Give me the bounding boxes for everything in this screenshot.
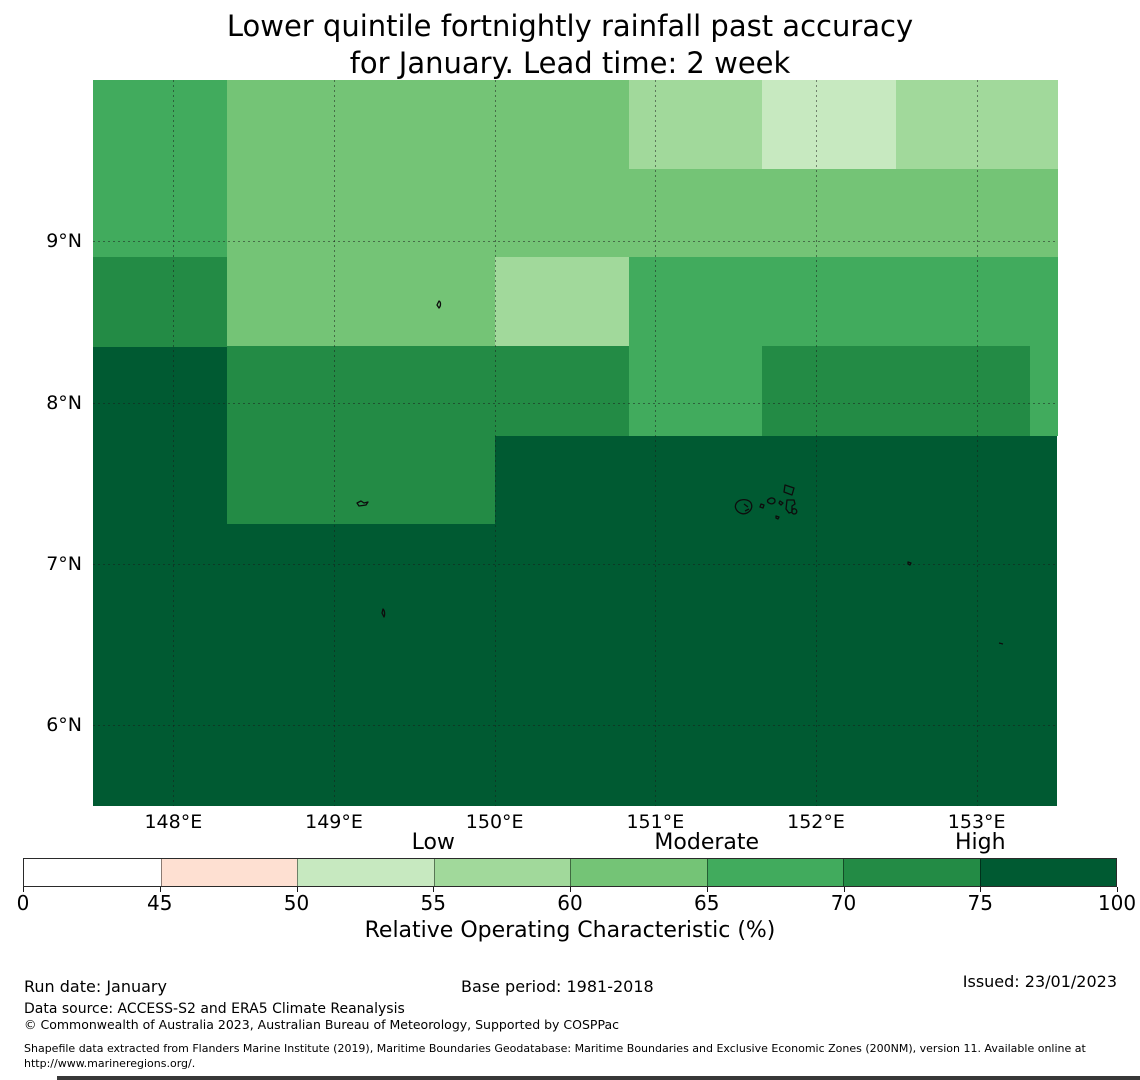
island-outlines <box>356 300 1004 645</box>
colorbar-segment-edge <box>433 859 435 886</box>
colorbar-tick-label: 55 <box>420 891 446 915</box>
y-tick-label: 9°N <box>46 230 82 253</box>
gridline <box>334 80 335 806</box>
colorbar-tick <box>980 887 982 892</box>
map-region <box>628 168 1058 259</box>
run-date-text: Run date: January <box>24 977 167 996</box>
copyright-text: © Commonwealth of Australia 2023, Austra… <box>24 1017 619 1032</box>
colorbar-segment-edge <box>706 859 708 886</box>
colorbar-tick <box>159 887 161 892</box>
x-tick-label: 149°E <box>305 811 363 833</box>
colorbar-segment <box>160 859 297 886</box>
data-source-text: Data source: ACCESS-S2 and ERA5 Climate … <box>24 1001 405 1017</box>
colorbar-tick-label: 50 <box>283 891 310 915</box>
chart-title-line1: Lower quintile fortnightly rainfall past… <box>226 9 914 43</box>
colorbar-segment <box>843 859 980 886</box>
y-tick-label: 7°N <box>46 553 82 575</box>
colorbar-segment <box>433 859 570 886</box>
colorbar-tick <box>296 887 298 892</box>
gridline <box>93 241 1057 243</box>
y-tick-label: 8°N <box>46 391 82 414</box>
colorbar-tick <box>843 887 845 892</box>
colorbar-category-label: High <box>954 830 1006 855</box>
colorbar <box>23 858 1117 887</box>
colorbar-category-label: Low <box>411 830 455 855</box>
colorbar-segment-edge <box>570 859 571 886</box>
colorbar-tick <box>23 887 24 892</box>
gridline <box>816 80 817 806</box>
gridline <box>93 402 1057 404</box>
map-region <box>628 257 1058 347</box>
y-tick-label: 6°N <box>46 714 82 737</box>
map-region <box>762 80 897 170</box>
map-plot <box>93 80 1058 806</box>
colorbar-segment <box>297 859 434 886</box>
colorbar-tick <box>1117 887 1118 892</box>
map-region <box>226 80 496 347</box>
map-region <box>494 257 630 347</box>
gridline <box>655 80 657 806</box>
colorbar-segment-edge <box>160 859 162 886</box>
x-tick-label: 151°E <box>626 811 685 833</box>
shapefile-attribution-text: Shapefile data extracted from Flanders M… <box>24 1042 1086 1070</box>
colorbar-segment <box>570 859 707 886</box>
map-region <box>628 80 764 170</box>
colorbar-tick-label: 60 <box>557 891 583 915</box>
x-tick-label: 150°E <box>465 811 524 833</box>
issued-date-text: Issued: 23/01/2023 <box>962 972 1117 991</box>
map-region <box>93 80 228 259</box>
gridline <box>93 564 1057 565</box>
colorbar-axis-label: Relative Operating Characteristic (%) <box>364 918 776 943</box>
map-region <box>494 80 630 259</box>
colorbar-segment-edge <box>979 859 981 886</box>
colorbar-tick-label: 45 <box>147 891 173 915</box>
x-tick-label: 152°E <box>787 811 845 833</box>
map-region <box>762 346 1031 436</box>
gridline <box>93 725 1057 727</box>
colorbar-tick <box>706 887 708 892</box>
map-region <box>1030 346 1058 436</box>
colorbar-tick-label: 0 <box>16 891 30 915</box>
x-tick-label: 153°E <box>947 811 1006 833</box>
map-region <box>93 257 228 347</box>
gridline <box>976 80 978 806</box>
colorbar-segment <box>24 859 161 886</box>
gridline <box>173 80 175 806</box>
x-tick-label: 148°E <box>144 811 203 833</box>
chart-title-line2: for January. Lead time: 2 week <box>349 46 791 80</box>
gridline <box>494 80 496 806</box>
colorbar-category-label: Moderate <box>654 830 760 855</box>
colorbar-tick-label: 70 <box>830 891 857 915</box>
colorbar-tick <box>433 887 435 892</box>
colorbar-segment <box>979 859 1116 886</box>
bottom-crop-bar <box>57 1076 1140 1080</box>
colorbar-tick-label: 75 <box>967 891 993 915</box>
map-region <box>628 346 764 436</box>
base-period-text: Base period: 1981-2018 <box>461 977 654 996</box>
colorbar-tick <box>570 887 571 892</box>
map-region <box>226 346 496 525</box>
colorbar-segment-edge <box>843 859 844 886</box>
map-region <box>494 346 630 436</box>
chart-title: Lower quintile fortnightly rainfall past… <box>0 8 1140 82</box>
colorbar-tick-label: 100 <box>1097 891 1137 915</box>
colorbar-segment <box>706 859 843 886</box>
colorbar-segment-edge <box>297 859 298 886</box>
colorbar-tick-label: 65 <box>694 891 720 915</box>
